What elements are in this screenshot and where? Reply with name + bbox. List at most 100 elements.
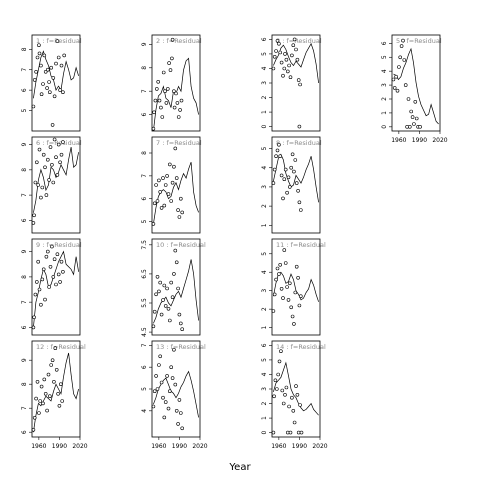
data-point [278, 154, 283, 158]
data-point [294, 47, 298, 52]
data-point [37, 287, 42, 292]
data-point [152, 201, 157, 206]
panel-7: 8 : f=Residual 1 2 3 4 5 [261, 136, 322, 234]
panel-10: 11 : f=Residual 1 2 3 4 5 [261, 238, 326, 336]
y-tick-label: 8 [21, 275, 28, 279]
data-point [286, 298, 291, 302]
data-point [32, 315, 36, 320]
data-point [407, 125, 412, 129]
data-point [53, 346, 58, 351]
y-tick-label: 1 [261, 110, 268, 114]
data-point [292, 420, 297, 425]
data-point [274, 154, 278, 158]
data-point [406, 97, 411, 101]
y-tick-label: 3 [261, 81, 268, 85]
y-tick-label: 9 [21, 358, 28, 362]
data-point [43, 70, 48, 74]
data-point [281, 73, 285, 78]
data-point [41, 82, 45, 86]
data-point [294, 264, 299, 269]
data-point [174, 408, 179, 413]
panel-frame [391, 34, 441, 132]
data-point [61, 90, 65, 94]
data-point [152, 309, 157, 314]
y-tick-label: 1 [261, 223, 268, 227]
data-point [180, 327, 184, 332]
data-point [52, 257, 57, 262]
y-tick-label: 1 [381, 111, 388, 115]
data-point [395, 88, 400, 93]
data-point [161, 176, 165, 180]
trend-line [273, 153, 319, 203]
y-tick-label: 1 [261, 326, 268, 330]
trend-line [33, 50, 79, 99]
x-tick-label: 1960 [151, 443, 166, 450]
data-point [45, 67, 50, 72]
data-point [159, 380, 164, 385]
data-point [33, 180, 38, 185]
panel-frame [31, 34, 81, 132]
data-point [286, 175, 291, 180]
data-point [173, 146, 178, 151]
y-tick-label: 5 [141, 219, 148, 223]
y-tick-label: 7 [141, 343, 148, 347]
data-point [54, 282, 58, 287]
data-point [290, 395, 294, 400]
data-point [272, 394, 276, 399]
y-tick-label: 7 [21, 68, 28, 72]
data-point [401, 38, 405, 43]
data-point [298, 208, 303, 212]
data-point [59, 63, 64, 68]
data-point [413, 100, 418, 104]
data-point [42, 53, 47, 58]
y-tick-label: 9 [141, 42, 148, 46]
data-point [290, 152, 295, 157]
y-tick-label: 5 [261, 358, 268, 362]
data-point [165, 174, 169, 178]
data-point [157, 178, 161, 183]
data-point [277, 272, 281, 276]
panel-frame [151, 238, 201, 336]
data-point [167, 61, 171, 65]
data-point [276, 372, 281, 377]
data-point [47, 285, 51, 289]
y-tick-label: 5 [381, 55, 388, 59]
data-point [41, 267, 46, 272]
y-tick-label: 1 [261, 416, 268, 420]
data-point [280, 388, 285, 393]
data-point [35, 379, 40, 384]
x-tick-label: 1990 [412, 137, 427, 144]
data-point [36, 259, 41, 264]
data-point [47, 178, 51, 182]
data-point [282, 248, 287, 252]
data-point [54, 367, 59, 372]
data-point [58, 382, 63, 387]
data-point [282, 177, 287, 181]
x-tick-label: 2020 [312, 443, 327, 450]
data-point [34, 160, 39, 165]
data-point [288, 75, 293, 79]
y-tick-label: 7.5 [141, 240, 148, 250]
y-tick-label: 2 [261, 307, 268, 311]
panel-strip-label: 5 : f=Residual [396, 37, 442, 45]
data-point [168, 68, 173, 72]
data-point [47, 90, 52, 94]
data-point [50, 123, 55, 127]
data-point [47, 80, 51, 84]
panel-frame [151, 136, 201, 234]
data-point [168, 162, 172, 167]
data-point [179, 196, 183, 201]
data-point [50, 358, 55, 363]
data-point [159, 312, 164, 317]
data-point [154, 183, 158, 187]
data-point [278, 262, 283, 267]
data-point [45, 86, 49, 90]
data-point [279, 173, 284, 178]
data-point [162, 283, 167, 288]
data-point [32, 415, 37, 420]
y-tick-label: 2 [261, 95, 268, 99]
panel-strip-label: 8 : f=Residual [276, 139, 322, 147]
data-point [61, 140, 65, 144]
data-point [161, 70, 166, 75]
